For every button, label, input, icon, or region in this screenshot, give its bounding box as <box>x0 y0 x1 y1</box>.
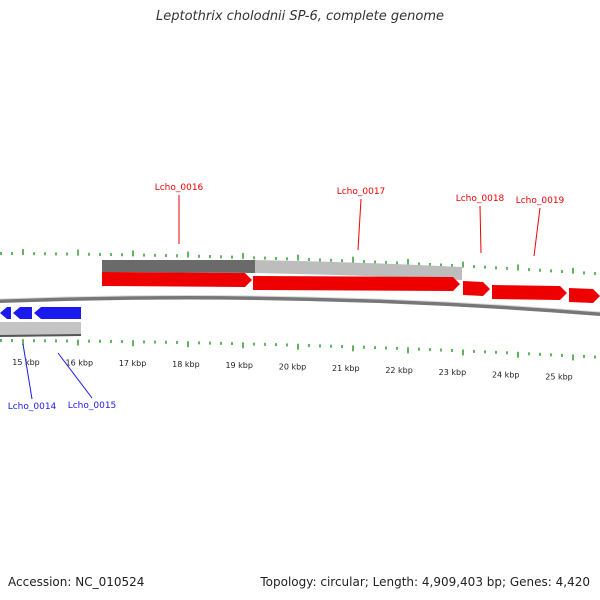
scale-label: 23 kbp <box>439 368 467 377</box>
forward-strand-track <box>102 272 600 303</box>
accession-text: Accession: NC_010524 <box>8 575 145 589</box>
gene-label: Lcho_0015 <box>68 401 117 411</box>
reverse-gene-arrow <box>13 307 32 319</box>
scale-labels: 15 kbp 16 kbp 17 kbp 18 kbp 19 kbp 20 kbp 21 k… <box>12 358 573 382</box>
forward-gene-arrow <box>102 272 252 287</box>
reverse-strand-track <box>0 307 81 319</box>
reverse-feature-bar-edge <box>0 334 82 337</box>
gene-leader-line <box>57 352 93 399</box>
gene-label: Lcho_0014 <box>8 402 57 412</box>
forward-gene-arrow <box>463 281 490 296</box>
scale-label: 19 kbp <box>225 361 253 370</box>
reverse-gene-arrow <box>0 307 11 319</box>
inner-tick-row <box>0 339 596 361</box>
gene-label: Lcho_0016 <box>155 183 204 193</box>
scale-label: 16 kbp <box>66 359 94 368</box>
gene-leader-line <box>533 207 541 257</box>
scale-label: 18 kbp <box>172 360 200 369</box>
genome-backbone <box>0 295 600 316</box>
gene-leader-line <box>479 205 482 254</box>
reverse-gene-arrow <box>34 307 81 319</box>
outer-tick-row <box>0 249 596 276</box>
gene-leader-line <box>357 198 362 251</box>
scale-label: 21 kbp <box>332 364 360 373</box>
scale-label: 17 kbp <box>119 359 147 368</box>
scale-label: 20 kbp <box>279 363 307 372</box>
gene-labels: Lcho_0014 Lcho_0015 Lcho_0016 Lcho_0017 Lcho… <box>8 183 565 412</box>
scale-label: 24 kbp <box>492 370 520 379</box>
genome-summary-text: Topology: circular; Length: 4,909,403 bp… <box>260 575 590 589</box>
reverse-feature-bar <box>0 322 81 337</box>
genome-backbone-highlight <box>0 295 600 313</box>
gene-label: Lcho_0019 <box>516 196 565 206</box>
feature-bar-light <box>255 260 462 280</box>
gene-label: Lcho_0017 <box>337 187 386 197</box>
gene-leader-line <box>22 343 33 400</box>
forward-gene-arrow <box>253 276 460 291</box>
scale-label: 22 kbp <box>385 366 413 375</box>
forward-gene-arrow <box>492 285 567 300</box>
forward-gene-arrow <box>569 288 600 303</box>
scale-label: 25 kbp <box>545 373 573 382</box>
feature-bar-dark <box>102 260 255 273</box>
gene-label: Lcho_0018 <box>456 194 505 204</box>
map-title: Leptothrix cholodnii SP-6, complete geno… <box>156 9 444 24</box>
